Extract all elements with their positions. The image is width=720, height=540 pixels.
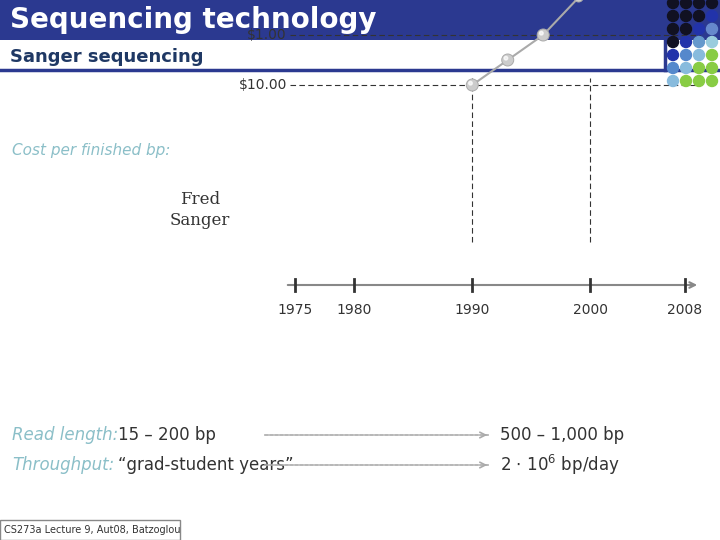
Circle shape [502, 54, 514, 66]
Circle shape [680, 37, 691, 48]
Text: Sequencing technology: Sequencing technology [10, 6, 377, 34]
Circle shape [504, 56, 508, 60]
Circle shape [680, 76, 691, 86]
Circle shape [693, 63, 704, 73]
Circle shape [706, 24, 718, 35]
Circle shape [574, 0, 583, 2]
Circle shape [706, 37, 718, 48]
Text: Read length:: Read length: [12, 426, 118, 444]
Text: “grad-student years”: “grad-student years” [118, 456, 294, 474]
Text: 2000: 2000 [573, 303, 608, 317]
Circle shape [467, 79, 478, 91]
Text: CS273a Lecture 9, Aut08, Batzoglou: CS273a Lecture 9, Aut08, Batzoglou [4, 525, 181, 535]
Text: Fred
Sanger: Fred Sanger [170, 191, 230, 229]
Circle shape [539, 31, 543, 35]
Circle shape [706, 10, 718, 22]
Circle shape [667, 0, 678, 9]
Text: 2 $\cdot$ 10$^6$ bp/day: 2 $\cdot$ 10$^6$ bp/day [500, 453, 620, 477]
Text: 15 – 200 bp: 15 – 200 bp [118, 426, 216, 444]
Circle shape [667, 37, 678, 48]
Circle shape [537, 29, 549, 41]
Text: 1980: 1980 [336, 303, 372, 317]
Circle shape [667, 76, 678, 86]
Circle shape [667, 50, 678, 60]
Circle shape [693, 76, 704, 86]
Text: 500 – 1,000 bp: 500 – 1,000 bp [500, 426, 624, 444]
Text: Cost per finished bp:: Cost per finished bp: [12, 143, 171, 158]
Text: Sanger sequencing: Sanger sequencing [10, 48, 204, 66]
Circle shape [706, 50, 718, 60]
Circle shape [693, 37, 704, 48]
Circle shape [693, 0, 704, 9]
Circle shape [680, 63, 691, 73]
Circle shape [469, 82, 472, 85]
Circle shape [706, 0, 718, 9]
Circle shape [693, 50, 704, 60]
Circle shape [706, 76, 718, 86]
Circle shape [693, 24, 704, 35]
Text: 1975: 1975 [277, 303, 312, 317]
Circle shape [667, 24, 678, 35]
Text: 1990: 1990 [454, 303, 490, 317]
Circle shape [680, 0, 691, 9]
FancyBboxPatch shape [0, 520, 180, 540]
FancyBboxPatch shape [0, 0, 720, 40]
Circle shape [680, 50, 691, 60]
Text: 2008: 2008 [667, 303, 703, 317]
Text: $10.00: $10.00 [238, 78, 287, 92]
Text: Throughput:: Throughput: [12, 456, 114, 474]
Circle shape [693, 10, 704, 22]
Text: $1.00: $1.00 [248, 28, 287, 42]
Circle shape [706, 63, 718, 73]
Circle shape [667, 63, 678, 73]
Circle shape [667, 10, 678, 22]
Circle shape [680, 24, 691, 35]
Circle shape [680, 10, 691, 22]
